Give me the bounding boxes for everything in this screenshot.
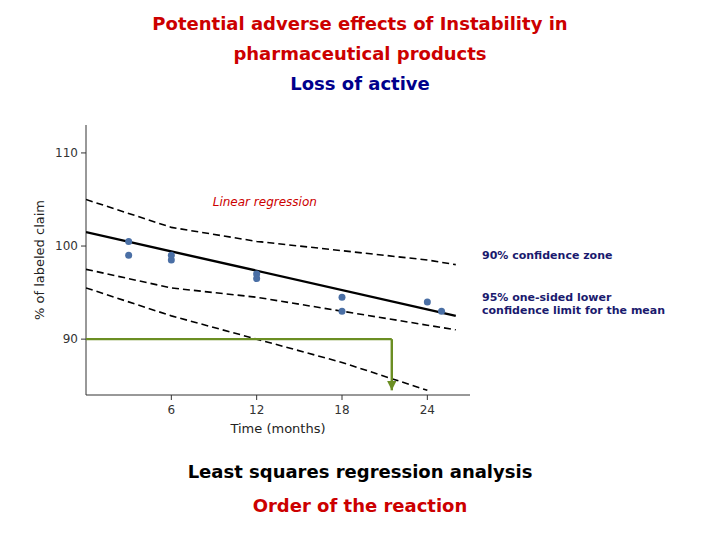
annotation: 95% one-sided lowerconfidence limit for … [482, 291, 665, 317]
footnote: Least squares regression analysis [188, 461, 533, 482]
x-axis-label: Time (months) [229, 421, 325, 436]
y-tick [81, 246, 86, 247]
x-tick [256, 395, 257, 400]
scatter-point [424, 298, 431, 305]
footnote: Order of the reaction [253, 495, 468, 516]
y-tick [81, 152, 86, 153]
x-tick-label: 24 [420, 403, 435, 417]
scatter-point [168, 252, 175, 259]
background [0, 0, 720, 540]
line [86, 232, 456, 316]
y-tick [81, 339, 86, 340]
y-axis [86, 125, 87, 395]
line [86, 338, 392, 340]
scatter-point [339, 308, 346, 315]
dashed-line [86, 269, 456, 330]
arrow [391, 339, 393, 390]
y-tick-label: 110 [55, 146, 78, 160]
scatter-point [125, 238, 132, 245]
dashed-line [86, 288, 427, 390]
y-axis-label: % of labeled claim [32, 200, 47, 320]
x-tick [171, 395, 172, 400]
title: Potential adverse effects of Instability… [152, 13, 567, 34]
x-axis [86, 395, 470, 396]
plot-area [86, 199, 456, 390]
title: pharmaceutical products [233, 43, 486, 64]
x-tick-label: 6 [168, 403, 176, 417]
x-tick-label: 18 [334, 403, 349, 417]
dashed-line [86, 199, 456, 264]
annotation-line: confidence limit for the mean [482, 304, 665, 317]
x-tick-label: 12 [249, 403, 264, 417]
scatter-point [125, 252, 132, 259]
x-tick [427, 395, 428, 400]
annotation: 90% confidence zone [482, 249, 612, 262]
scatter-point [438, 308, 445, 315]
subtitle: Loss of active [290, 73, 430, 94]
y-tick-label: 100 [55, 239, 78, 253]
chart: Potential adverse effects of Instability… [0, 0, 720, 540]
annotation-line: 95% one-sided lower [482, 291, 612, 304]
x-tick [342, 395, 343, 400]
scatter-point [253, 270, 260, 277]
y-tick-label: 90 [63, 332, 78, 346]
scatter-point [339, 294, 346, 301]
annotation: Linear regression [213, 195, 317, 209]
